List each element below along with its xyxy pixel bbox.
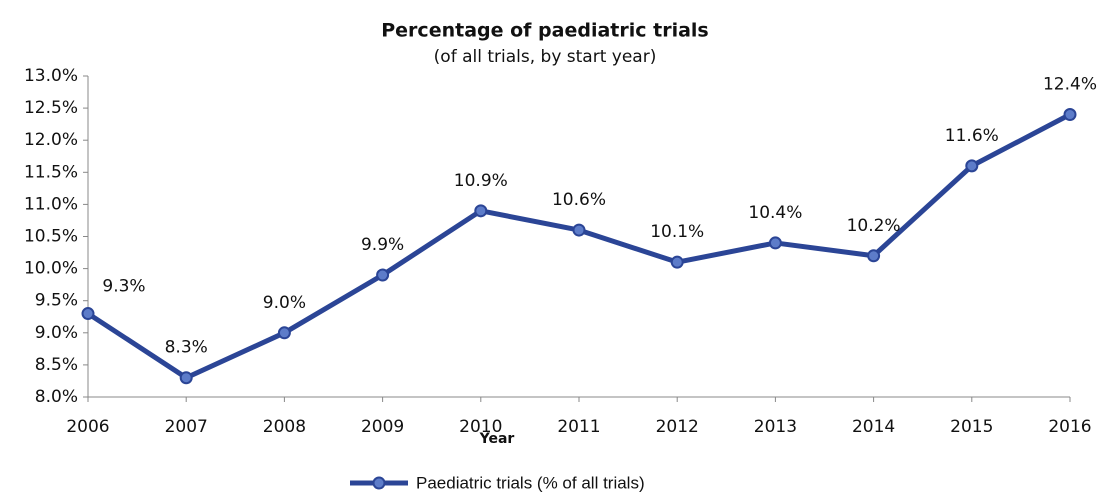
- x-tick-label: 2009: [361, 417, 404, 437]
- y-tick-label: 8.5%: [35, 355, 78, 375]
- series-line: [86, 112, 1072, 381]
- x-tick-label: 2008: [263, 417, 306, 437]
- marker: [572, 223, 586, 237]
- marker: [277, 326, 291, 340]
- data-label: 10.4%: [748, 203, 802, 223]
- y-tick-label: 9.5%: [35, 291, 78, 311]
- legend-marker: [372, 476, 386, 490]
- x-tick-label: 2010: [459, 417, 502, 437]
- y-tick-label: 10.0%: [24, 259, 78, 279]
- marker: [179, 371, 193, 385]
- data-label: 9.3%: [102, 277, 145, 297]
- legend-label: Paediatric trials (% of all trials): [416, 473, 645, 492]
- x-tick-label: 2012: [656, 417, 699, 437]
- data-label: 10.2%: [847, 216, 901, 236]
- marker: [1063, 108, 1077, 122]
- marker: [768, 236, 782, 250]
- x-tick-label: 2006: [66, 417, 109, 437]
- x-tick-label: 2016: [1048, 417, 1091, 437]
- y-tick-label: 12.0%: [24, 130, 78, 150]
- marker: [670, 255, 684, 269]
- x-tick-label: 2013: [754, 417, 797, 437]
- data-label: 9.9%: [361, 235, 404, 255]
- chart-subtitle: (of all trials, by start year): [434, 47, 657, 67]
- marker: [965, 159, 979, 173]
- y-tick-label: 9.0%: [35, 323, 78, 343]
- data-label: 10.1%: [650, 222, 704, 242]
- y-tick-label: 8.0%: [35, 387, 78, 407]
- y-tick-label: 12.5%: [24, 98, 78, 118]
- x-tick-label: 2007: [165, 417, 208, 437]
- data-label: 9.0%: [263, 293, 306, 313]
- data-label: 11.6%: [945, 126, 999, 146]
- x-tick-label: 2011: [557, 417, 600, 437]
- data-label: 12.4%: [1043, 75, 1097, 95]
- marker: [867, 249, 881, 263]
- data-label: 8.3%: [165, 338, 208, 358]
- y-tick-label: 10.5%: [24, 227, 78, 247]
- y-tick-label: 11.0%: [24, 194, 78, 214]
- data-label: 10.9%: [454, 171, 508, 191]
- data-label: 10.6%: [552, 190, 606, 210]
- marker: [474, 204, 488, 218]
- chart-title: Percentage of paediatric trials: [381, 20, 709, 42]
- x-tick-label: 2015: [950, 417, 993, 437]
- marker: [376, 268, 390, 282]
- x-tick-label: 2014: [852, 417, 895, 437]
- y-tick-label: 11.5%: [24, 162, 78, 182]
- marker: [81, 307, 95, 321]
- x-axis-label: Year: [479, 431, 515, 447]
- y-tick-label: 13.0%: [24, 66, 78, 86]
